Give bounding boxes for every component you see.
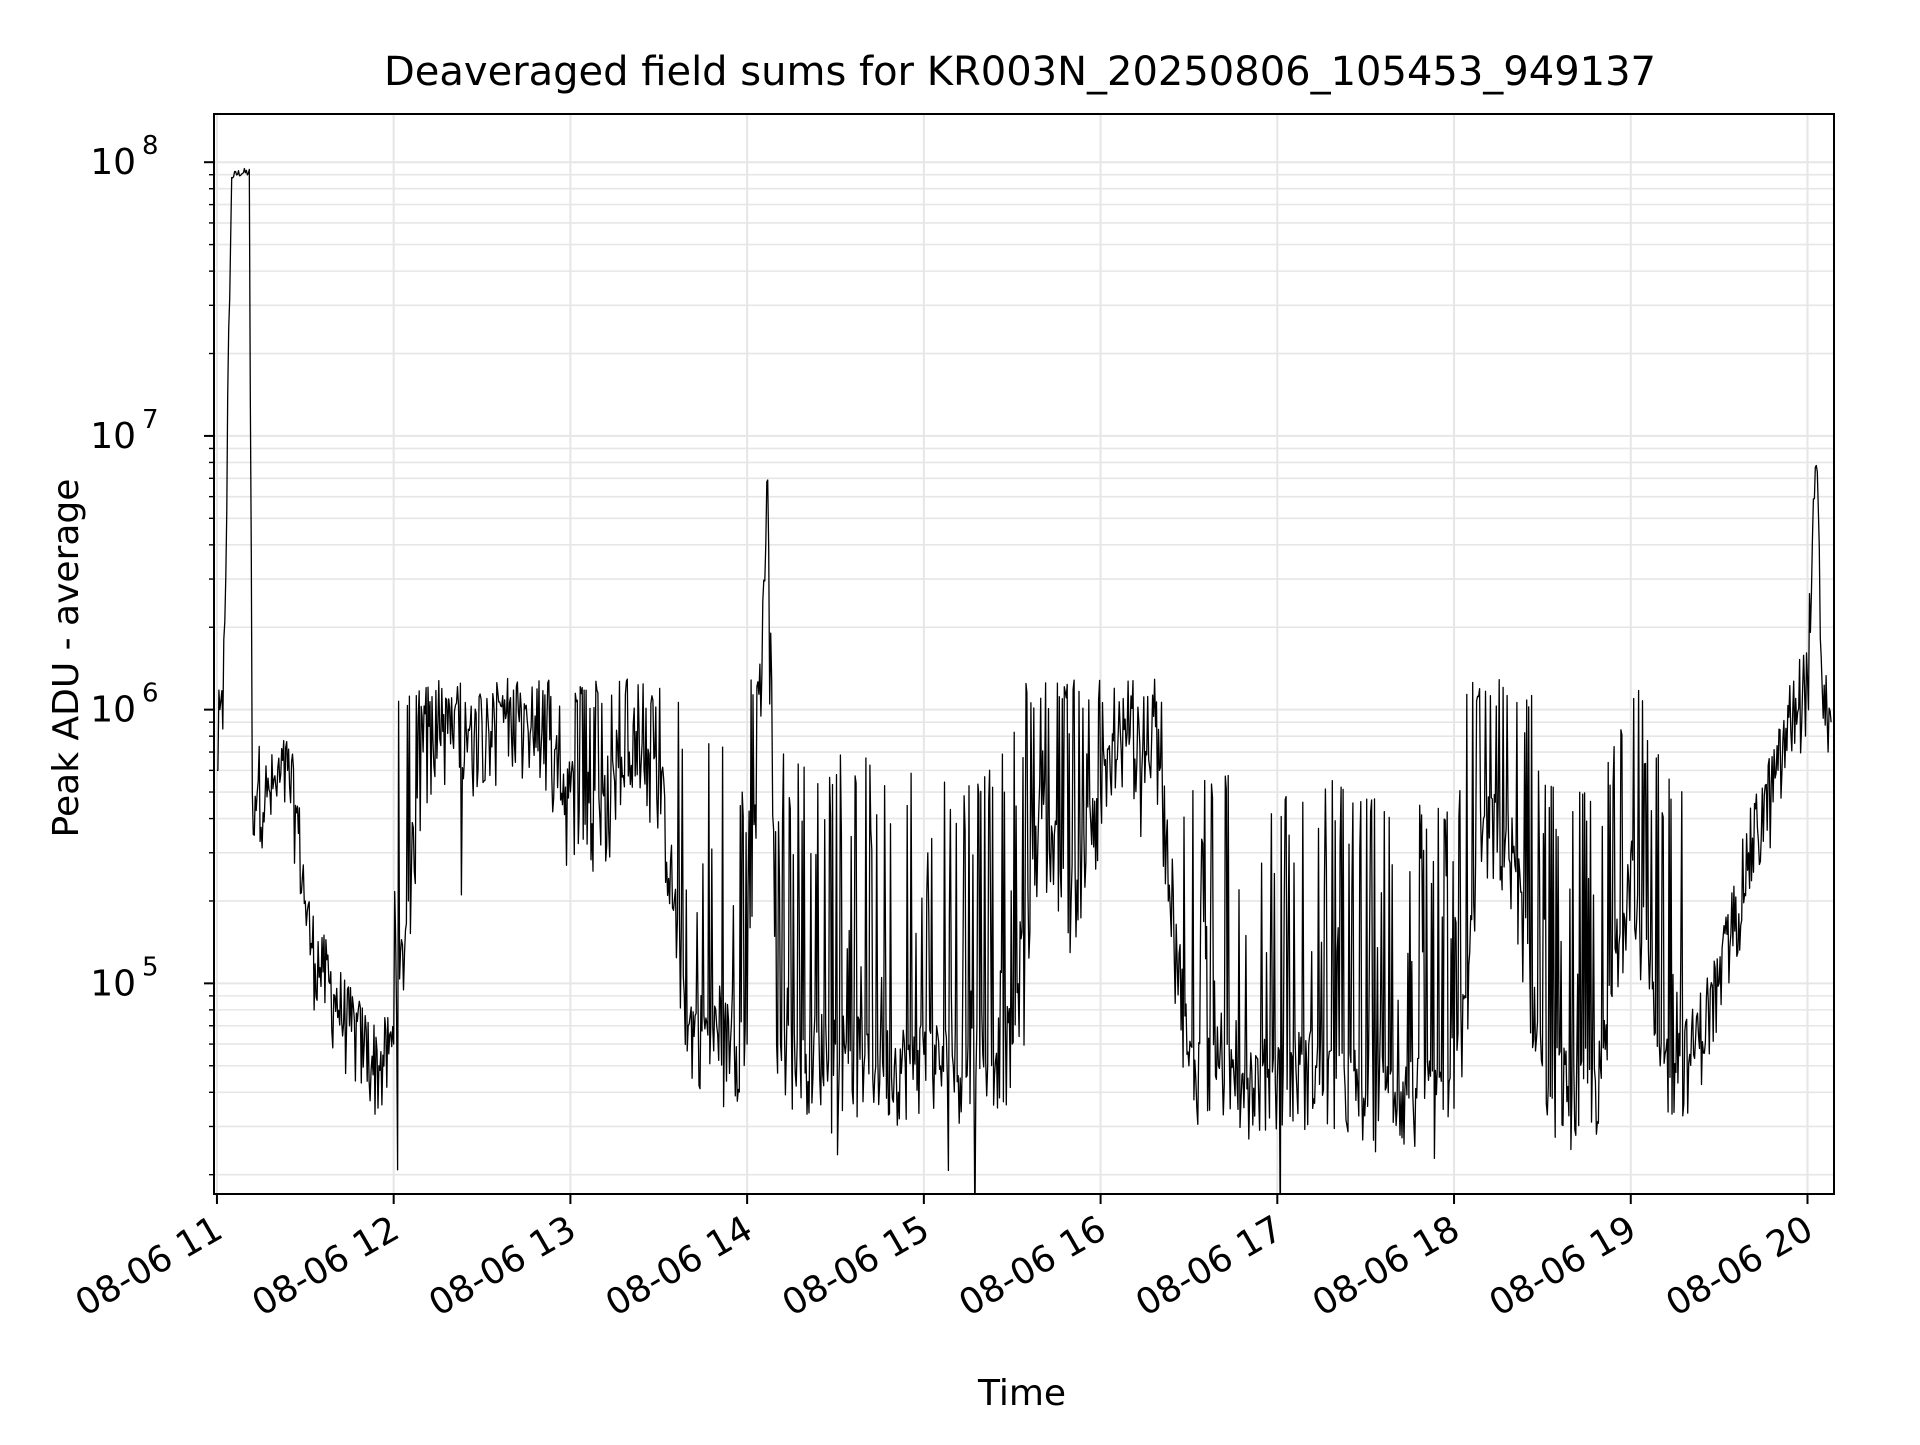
x-axis-label: Time	[977, 1373, 1066, 1414]
y-tick-label: 10	[90, 416, 136, 457]
y-tick-exponent: 7	[142, 405, 159, 435]
plot-frame	[213, 113, 1835, 1195]
y-tick-label: 10	[90, 963, 136, 1004]
y-tick-exponent: 5	[142, 952, 159, 982]
y-tick-label: 10	[90, 142, 136, 183]
y-tick-label: 10	[90, 690, 136, 731]
series-line	[216, 167, 1832, 1194]
chart-title: Deaveraged field sums for KR003N_2025080…	[384, 49, 1656, 95]
plot-area	[216, 167, 1832, 1194]
y-tick-exponent: 8	[142, 131, 159, 161]
y-tick-exponent: 6	[142, 679, 159, 709]
y-axis-label: Peak ADU - average	[46, 479, 87, 838]
